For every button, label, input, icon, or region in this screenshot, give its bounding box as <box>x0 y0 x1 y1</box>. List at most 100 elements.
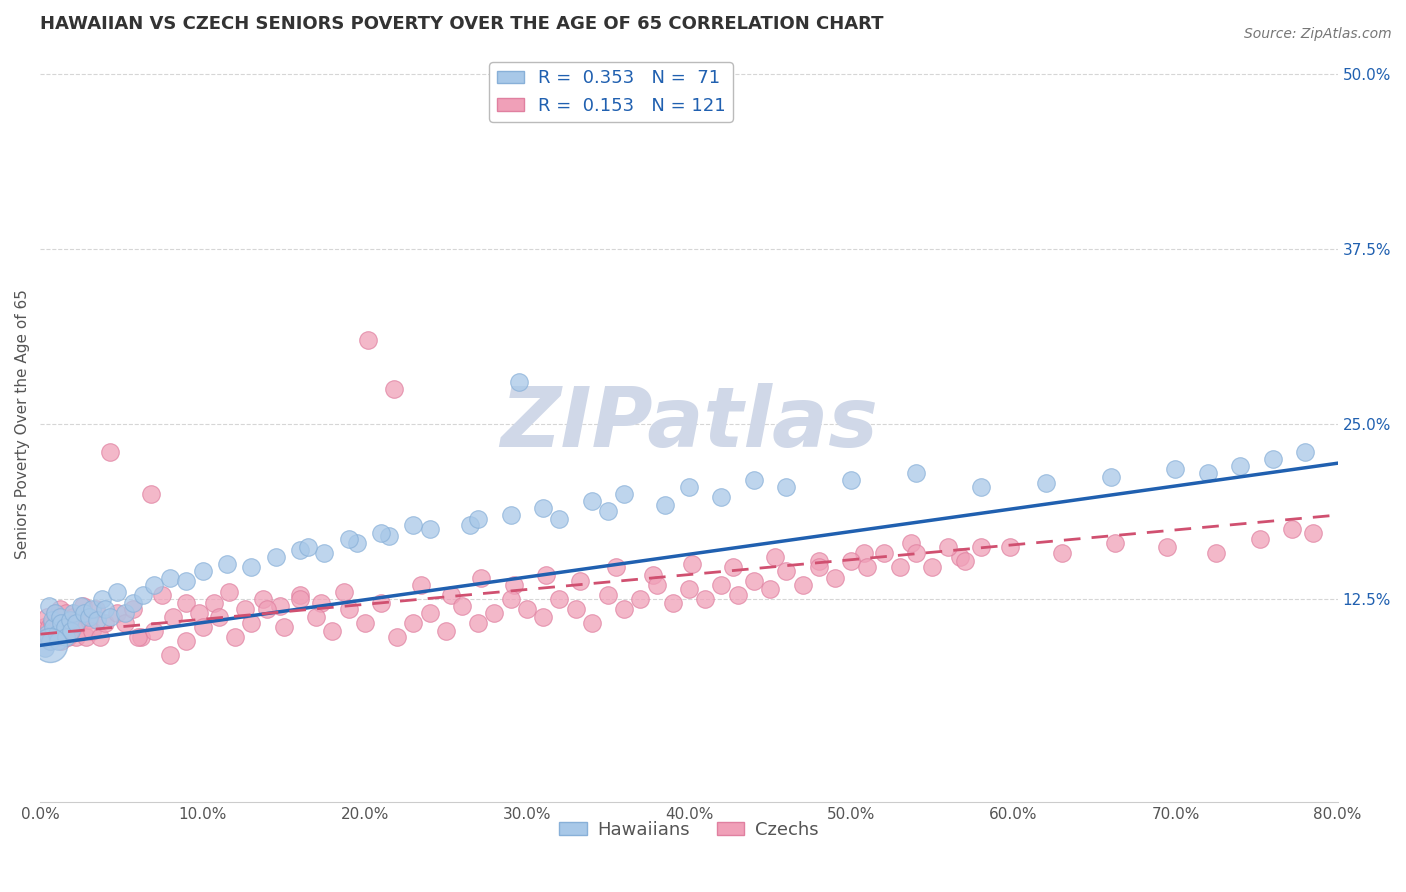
Point <box>370 596 392 610</box>
Point <box>38 620 60 634</box>
Point <box>382 382 405 396</box>
Text: HAWAIIAN VS CZECH SENIORS POVERTY OVER THE AGE OF 65 CORRELATION CHART: HAWAIIAN VS CZECH SENIORS POVERTY OVER T… <box>41 15 884 33</box>
Point <box>75 630 97 644</box>
Point <box>759 582 782 597</box>
Point <box>159 648 181 662</box>
Point <box>49 602 72 616</box>
Point <box>1261 452 1284 467</box>
Point <box>419 606 441 620</box>
Point <box>370 526 392 541</box>
Point <box>269 599 291 613</box>
Text: Source: ZipAtlas.com: Source: ZipAtlas.com <box>1244 27 1392 41</box>
Point <box>900 536 922 550</box>
Point <box>681 557 703 571</box>
Point <box>53 620 76 634</box>
Point <box>742 574 765 588</box>
Point <box>84 602 107 616</box>
Point <box>949 550 972 565</box>
Point <box>998 541 1021 555</box>
Point <box>114 615 136 630</box>
Point <box>121 602 143 616</box>
Point <box>41 613 63 627</box>
Point <box>62 606 84 620</box>
Point <box>569 574 592 588</box>
Point <box>596 588 619 602</box>
Point <box>581 615 603 630</box>
Point <box>357 333 380 347</box>
Point <box>727 588 749 602</box>
Point <box>39 638 62 652</box>
Point <box>467 615 489 630</box>
Point <box>953 554 976 568</box>
Point <box>288 588 311 602</box>
Point <box>905 466 928 480</box>
Point <box>139 487 162 501</box>
Point <box>1229 458 1251 473</box>
Point <box>46 634 69 648</box>
Point <box>188 606 211 620</box>
Point <box>305 610 328 624</box>
Point <box>531 501 554 516</box>
Point <box>38 599 60 613</box>
Point <box>531 610 554 624</box>
Point <box>39 634 62 648</box>
Point <box>240 615 263 630</box>
Point <box>60 624 83 639</box>
Point <box>451 599 474 613</box>
Point <box>56 630 79 644</box>
Point <box>32 620 55 634</box>
Point <box>45 630 67 644</box>
Point <box>1035 475 1057 490</box>
Point <box>34 630 56 644</box>
Point <box>35 627 58 641</box>
Point <box>1099 470 1122 484</box>
Point <box>1104 536 1126 550</box>
Point <box>86 613 108 627</box>
Point <box>142 624 165 639</box>
Point <box>1050 546 1073 560</box>
Point <box>176 634 198 648</box>
Point <box>1302 526 1324 541</box>
Point <box>645 578 668 592</box>
Point <box>288 592 311 607</box>
Point <box>710 490 733 504</box>
Point <box>77 613 100 627</box>
Point <box>458 517 481 532</box>
Point <box>114 606 136 620</box>
Point <box>721 560 744 574</box>
Point <box>775 480 797 494</box>
Point <box>337 532 360 546</box>
Point <box>499 508 522 522</box>
Point <box>872 546 894 560</box>
Point <box>824 571 846 585</box>
Point <box>44 606 66 620</box>
Point <box>402 615 425 630</box>
Point <box>264 550 287 565</box>
Point <box>678 582 700 597</box>
Point <box>332 585 354 599</box>
Point <box>742 473 765 487</box>
Point <box>42 620 65 634</box>
Point <box>839 473 862 487</box>
Point <box>596 504 619 518</box>
Point <box>970 541 993 555</box>
Point <box>53 627 76 641</box>
Point <box>62 610 84 624</box>
Point <box>142 578 165 592</box>
Point <box>45 627 67 641</box>
Point <box>839 554 862 568</box>
Point <box>792 578 814 592</box>
Point <box>643 568 665 582</box>
Point <box>564 602 586 616</box>
Point <box>654 498 676 512</box>
Point <box>70 599 93 613</box>
Point <box>65 630 87 644</box>
Point <box>1197 466 1219 480</box>
Point <box>98 445 121 459</box>
Point <box>121 596 143 610</box>
Point <box>105 585 128 599</box>
Point <box>60 624 83 639</box>
Point <box>613 602 636 616</box>
Point <box>94 615 117 630</box>
Point <box>419 522 441 536</box>
